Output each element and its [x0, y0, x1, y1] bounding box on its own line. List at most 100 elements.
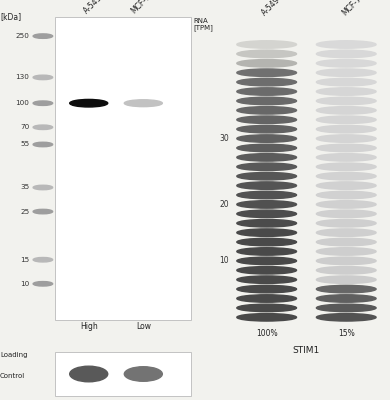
Ellipse shape: [316, 135, 376, 142]
Ellipse shape: [316, 229, 376, 236]
Ellipse shape: [33, 282, 53, 286]
Ellipse shape: [316, 276, 376, 284]
Ellipse shape: [237, 116, 296, 124]
Ellipse shape: [237, 60, 296, 67]
Ellipse shape: [70, 100, 108, 107]
Ellipse shape: [33, 34, 53, 38]
Text: A-549: A-549: [260, 0, 283, 18]
Ellipse shape: [237, 154, 296, 161]
Text: 250: 250: [15, 33, 29, 39]
Ellipse shape: [316, 201, 376, 208]
Ellipse shape: [237, 238, 296, 246]
Ellipse shape: [237, 295, 296, 302]
Ellipse shape: [237, 257, 296, 265]
Ellipse shape: [33, 142, 53, 147]
Ellipse shape: [316, 78, 376, 86]
Ellipse shape: [316, 257, 376, 265]
Ellipse shape: [316, 69, 376, 76]
Ellipse shape: [237, 220, 296, 227]
Ellipse shape: [316, 163, 376, 170]
Ellipse shape: [237, 41, 296, 48]
Text: 10: 10: [219, 256, 229, 265]
Ellipse shape: [316, 248, 376, 255]
Text: 70: 70: [20, 124, 29, 130]
Ellipse shape: [316, 191, 376, 199]
Text: MCF-7: MCF-7: [340, 0, 363, 18]
Ellipse shape: [237, 314, 296, 321]
Ellipse shape: [237, 229, 296, 236]
Text: 15%: 15%: [338, 329, 355, 338]
Ellipse shape: [316, 295, 376, 302]
Ellipse shape: [237, 50, 296, 58]
Text: Low: Low: [136, 322, 151, 331]
Ellipse shape: [237, 135, 296, 142]
Ellipse shape: [316, 154, 376, 161]
Ellipse shape: [237, 97, 296, 105]
Ellipse shape: [70, 366, 108, 382]
Ellipse shape: [316, 144, 376, 152]
Ellipse shape: [237, 88, 296, 95]
Text: 35: 35: [20, 184, 29, 190]
Ellipse shape: [316, 285, 376, 293]
Ellipse shape: [237, 69, 296, 76]
Text: [kDa]: [kDa]: [0, 12, 21, 21]
Ellipse shape: [316, 238, 376, 246]
Text: 20: 20: [219, 200, 229, 209]
Text: 10: 10: [20, 281, 29, 287]
Ellipse shape: [33, 75, 53, 80]
Ellipse shape: [237, 266, 296, 274]
Ellipse shape: [33, 185, 53, 190]
Ellipse shape: [316, 304, 376, 312]
Ellipse shape: [316, 50, 376, 58]
Text: Control: Control: [0, 373, 25, 379]
Text: 30: 30: [219, 134, 229, 143]
Ellipse shape: [237, 201, 296, 208]
Ellipse shape: [124, 367, 162, 381]
Ellipse shape: [124, 100, 162, 107]
Ellipse shape: [316, 266, 376, 274]
Ellipse shape: [237, 248, 296, 255]
Text: STIM1: STIM1: [293, 346, 320, 355]
Ellipse shape: [237, 106, 296, 114]
Ellipse shape: [237, 163, 296, 170]
Ellipse shape: [237, 285, 296, 293]
Text: MCF-7: MCF-7: [129, 0, 152, 16]
Text: 100%: 100%: [256, 329, 278, 338]
Ellipse shape: [316, 60, 376, 67]
Ellipse shape: [237, 276, 296, 284]
Ellipse shape: [316, 220, 376, 227]
Ellipse shape: [316, 172, 376, 180]
Ellipse shape: [316, 116, 376, 124]
Ellipse shape: [33, 258, 53, 262]
FancyBboxPatch shape: [55, 17, 191, 320]
Text: Loading: Loading: [0, 352, 28, 358]
Ellipse shape: [237, 182, 296, 189]
Ellipse shape: [237, 191, 296, 199]
Ellipse shape: [237, 172, 296, 180]
Text: 25: 25: [20, 208, 29, 214]
Ellipse shape: [33, 209, 53, 214]
Text: 130: 130: [15, 74, 29, 80]
Text: A-549: A-549: [82, 0, 105, 16]
Ellipse shape: [33, 101, 53, 106]
Ellipse shape: [316, 210, 376, 218]
Ellipse shape: [316, 106, 376, 114]
Ellipse shape: [316, 126, 376, 133]
Text: 100: 100: [15, 100, 29, 106]
Text: 15: 15: [20, 257, 29, 263]
Ellipse shape: [316, 41, 376, 48]
Text: RNA
[TPM]: RNA [TPM]: [193, 18, 213, 31]
Ellipse shape: [316, 97, 376, 105]
Ellipse shape: [316, 182, 376, 189]
Ellipse shape: [237, 210, 296, 218]
Text: High: High: [80, 322, 98, 331]
Ellipse shape: [316, 314, 376, 321]
Text: 55: 55: [20, 142, 29, 148]
Ellipse shape: [237, 144, 296, 152]
FancyBboxPatch shape: [55, 352, 191, 396]
Ellipse shape: [237, 304, 296, 312]
Ellipse shape: [237, 78, 296, 86]
Ellipse shape: [33, 125, 53, 130]
Ellipse shape: [316, 88, 376, 95]
Ellipse shape: [237, 126, 296, 133]
